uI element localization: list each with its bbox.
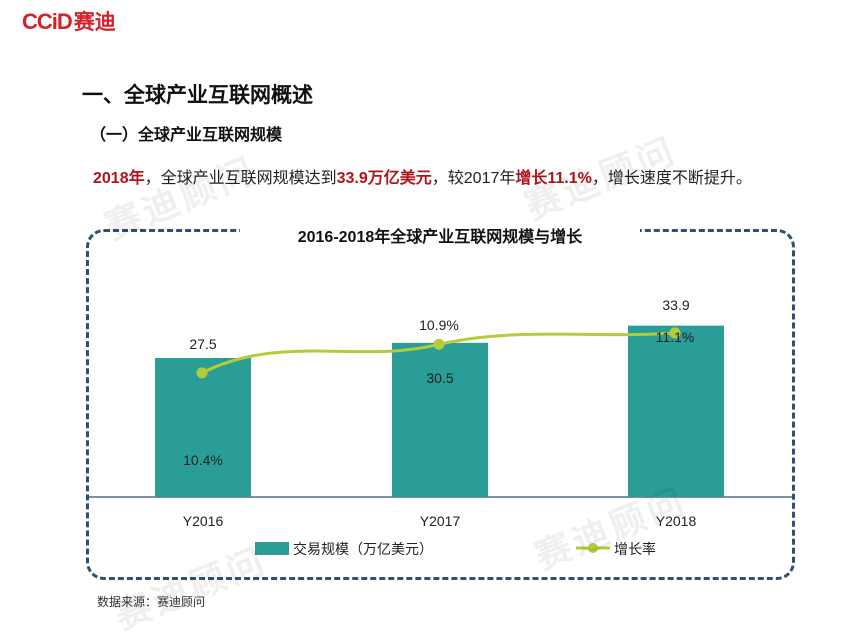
bar-Y2016 [155,358,251,497]
growth-point-Y2017 [433,338,445,350]
section-subtitle: （一）全球产业互联网规模 [90,127,283,144]
legend-line-label: 增长率 [614,541,656,557]
summary-paragraph: 2018年，全球产业互联网规模达到33.9万亿美元，较2017年增长11.1%，… [93,165,793,193]
x-tick-label: Y2018 [656,513,697,529]
scale-highlight: 33.9万亿美元 [336,170,432,187]
bar-value-label: 30.5 [426,370,453,386]
legend-bar-swatch [255,542,289,555]
x-tick-label: Y2016 [183,513,224,529]
data-source: 数据来源：赛迪顾问 [97,595,206,609]
legend-bar-label: 交易规模（万亿美元） [293,541,433,557]
growth-highlight: 增长11.1% [515,170,592,187]
ccid-logo: CCiD赛迪 [22,6,116,39]
growth-rate-label: 10.9% [419,317,459,333]
bar-Y2018 [628,325,724,497]
growth-rate-label: 11.1% [656,329,695,345]
year-highlight: 2018年 [93,170,145,187]
x-tick-label: Y2017 [420,513,461,529]
bar-Y2017 [392,342,488,497]
logo-en: CCiD [22,9,73,34]
chart-svg: 27.5 30.5 33.9 10.4% 10.9% 11.1% Y2016 Y2017 Y20… [86,297,795,557]
legend-line-marker [588,543,598,553]
chart-title: 2016-2018年全球产业互联网规模与增长 [240,226,640,250]
growth-point-Y2018 [669,327,681,339]
growth-point-Y2016 [196,367,208,379]
page-title: 一、全球产业互联网概述 [82,84,313,107]
growth-rate-label: 10.4% [183,452,223,468]
logo-cn: 赛迪 [73,11,116,34]
bar-value-label: 33.9 [662,297,689,313]
bar-value-label: 27.5 [189,336,216,352]
paragraph-text-2: ，较2017年 [431,170,516,187]
paragraph-text-3: ，增长速度不断提升。 [591,170,752,187]
paragraph-text-1: ，全球产业互联网规模达到 [144,170,337,187]
